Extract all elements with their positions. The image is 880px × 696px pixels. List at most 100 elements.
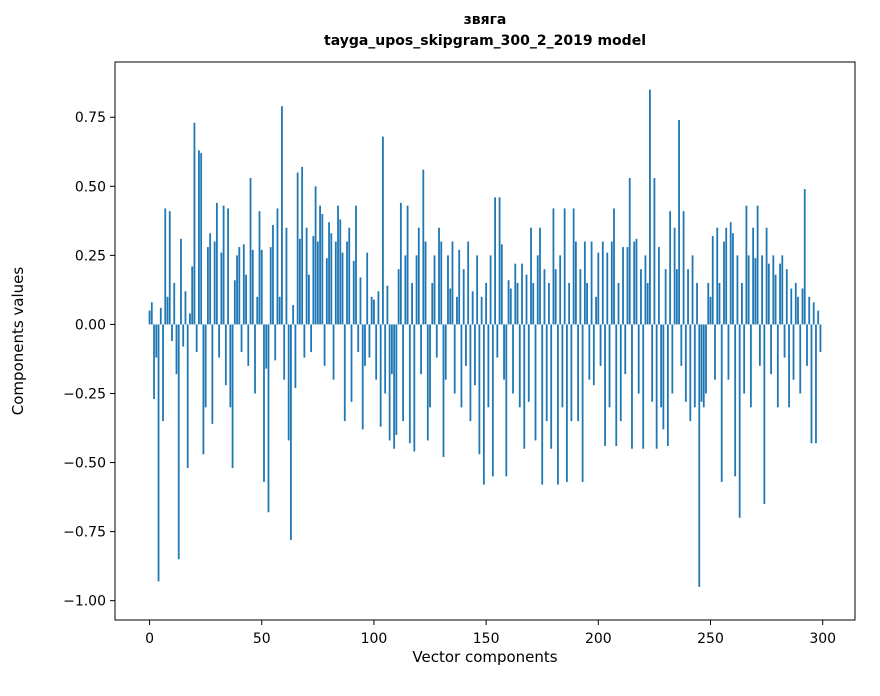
- bar: [229, 324, 232, 408]
- bar: [583, 241, 586, 325]
- bar: [772, 255, 775, 325]
- bar: [429, 324, 431, 408]
- bar: [148, 310, 151, 325]
- bar: [240, 324, 243, 353]
- bar: [458, 249, 461, 325]
- bar: [465, 324, 467, 366]
- bar: [527, 324, 530, 402]
- bar: [642, 324, 645, 449]
- bar: [700, 324, 703, 402]
- bar: [305, 227, 308, 325]
- bar: [166, 296, 169, 325]
- bar: [590, 241, 593, 325]
- bar: [586, 282, 588, 325]
- bar: [741, 282, 743, 325]
- bar: [469, 324, 472, 422]
- bar: [337, 205, 339, 325]
- bar: [680, 324, 683, 366]
- bar: [646, 282, 649, 325]
- bar: [471, 291, 474, 325]
- bar: [761, 255, 764, 325]
- bar: [283, 324, 286, 380]
- bar: [231, 324, 234, 469]
- bar: [334, 241, 337, 325]
- bar: [806, 324, 808, 366]
- bar: [164, 208, 167, 325]
- y-axis-label: Components values: [9, 266, 27, 416]
- y-tick-label: 0.75: [75, 110, 106, 126]
- bar: [386, 285, 389, 325]
- bar: [438, 227, 440, 325]
- bar: [747, 255, 750, 325]
- bar: [770, 324, 772, 375]
- bar: [393, 324, 396, 449]
- bar: [536, 255, 539, 325]
- bar: [776, 324, 779, 408]
- bar: [272, 224, 274, 325]
- bar: [514, 263, 517, 325]
- bar: [321, 213, 324, 325]
- bar: [500, 244, 503, 325]
- bar: [592, 324, 595, 386]
- bar: [509, 288, 512, 325]
- bar: [554, 269, 557, 325]
- bar: [732, 233, 734, 325]
- bar: [278, 296, 281, 325]
- bar: [254, 324, 256, 394]
- bar: [399, 202, 402, 325]
- bar: [312, 236, 315, 325]
- y-tick-label: −0.25: [63, 386, 106, 402]
- bar: [550, 324, 553, 449]
- bar: [707, 282, 710, 325]
- bar: [357, 324, 360, 353]
- bar: [341, 252, 344, 325]
- bar: [314, 186, 317, 325]
- bar: [332, 324, 335, 380]
- bar: [267, 324, 270, 513]
- bar: [440, 241, 443, 325]
- bar: [530, 227, 532, 325]
- bar: [408, 324, 411, 444]
- bar: [422, 169, 425, 325]
- bar: [496, 324, 499, 358]
- bar: [476, 255, 479, 325]
- bar: [189, 313, 191, 325]
- x-tick-label: 200: [585, 631, 612, 647]
- bar: [426, 324, 429, 441]
- bar: [204, 324, 207, 408]
- bar: [433, 255, 436, 325]
- bar: [749, 324, 752, 408]
- bar: [249, 178, 252, 325]
- bar: [346, 241, 348, 325]
- bar: [296, 172, 299, 325]
- bar: [213, 241, 216, 325]
- bar: [801, 288, 804, 325]
- bar: [711, 236, 714, 325]
- bar: [572, 208, 575, 325]
- bar: [413, 324, 416, 452]
- bar: [258, 211, 261, 325]
- bar: [285, 227, 288, 325]
- bar: [292, 305, 295, 325]
- bar: [366, 252, 369, 325]
- bar: [698, 324, 701, 587]
- bar: [608, 324, 611, 408]
- bar: [155, 324, 158, 358]
- bar: [745, 205, 748, 325]
- x-tick-label: 250: [697, 631, 724, 647]
- bar: [557, 324, 559, 485]
- bar: [568, 282, 571, 325]
- bar: [754, 258, 757, 325]
- bar: [644, 255, 647, 325]
- bar: [319, 205, 321, 325]
- bar: [498, 197, 501, 325]
- bar: [382, 136, 384, 325]
- bar: [781, 255, 784, 325]
- bar: [491, 324, 494, 477]
- x-tick-label: 100: [361, 631, 388, 647]
- bar: [325, 258, 328, 325]
- bar: [610, 241, 613, 325]
- bar: [503, 324, 505, 380]
- x-tick-label: 50: [253, 631, 271, 647]
